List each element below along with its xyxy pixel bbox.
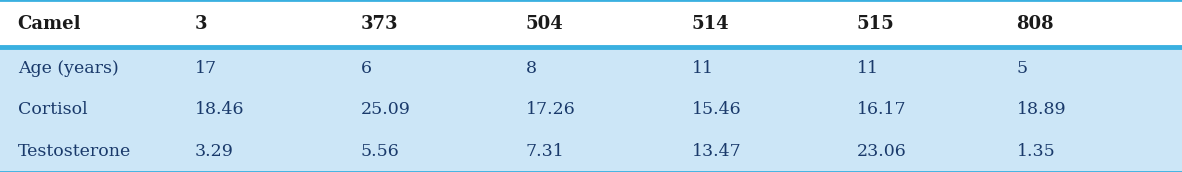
Bar xyxy=(0,47,1182,89)
Text: 25.09: 25.09 xyxy=(361,101,410,118)
Text: 514: 514 xyxy=(691,15,729,33)
Bar xyxy=(0,89,1182,130)
Text: Age (years): Age (years) xyxy=(18,60,118,77)
Text: 3: 3 xyxy=(195,15,208,33)
Text: 808: 808 xyxy=(1017,15,1054,33)
Text: Cortisol: Cortisol xyxy=(18,101,87,118)
Text: 504: 504 xyxy=(526,15,564,33)
Text: 18.46: 18.46 xyxy=(195,101,245,118)
Text: Camel: Camel xyxy=(18,15,82,33)
Text: Testosterone: Testosterone xyxy=(18,143,131,160)
Text: 15.46: 15.46 xyxy=(691,101,741,118)
Text: 8: 8 xyxy=(526,60,537,77)
Text: 3.29: 3.29 xyxy=(195,143,234,160)
Text: 13.47: 13.47 xyxy=(691,143,741,160)
Text: 11: 11 xyxy=(857,60,879,77)
Text: 5: 5 xyxy=(1017,60,1027,77)
Bar xyxy=(0,0,1182,47)
Bar xyxy=(0,130,1182,172)
Text: 17: 17 xyxy=(195,60,217,77)
Text: 17.26: 17.26 xyxy=(526,101,576,118)
Text: 16.17: 16.17 xyxy=(857,101,907,118)
Text: 23.06: 23.06 xyxy=(857,143,907,160)
Text: 7.31: 7.31 xyxy=(526,143,565,160)
Text: 373: 373 xyxy=(361,15,398,33)
Text: 5.56: 5.56 xyxy=(361,143,400,160)
Text: 11: 11 xyxy=(691,60,714,77)
Text: 1.35: 1.35 xyxy=(1017,143,1056,160)
Text: 18.89: 18.89 xyxy=(1017,101,1066,118)
Text: 515: 515 xyxy=(857,15,895,33)
Text: 6: 6 xyxy=(361,60,371,77)
